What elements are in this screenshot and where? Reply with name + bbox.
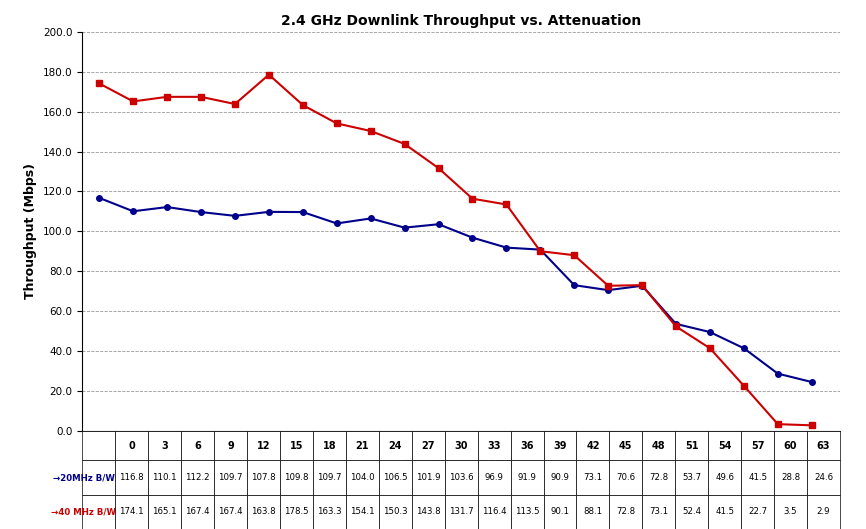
- Y-axis label: Throughput (Mbps): Throughput (Mbps): [24, 163, 37, 299]
- X-axis label: Attenuation (dB): Attenuation (dB): [402, 457, 520, 469]
- Title: 2.4 GHz Downlink Throughput vs. Attenuation: 2.4 GHz Downlink Throughput vs. Attenuat…: [281, 14, 641, 28]
